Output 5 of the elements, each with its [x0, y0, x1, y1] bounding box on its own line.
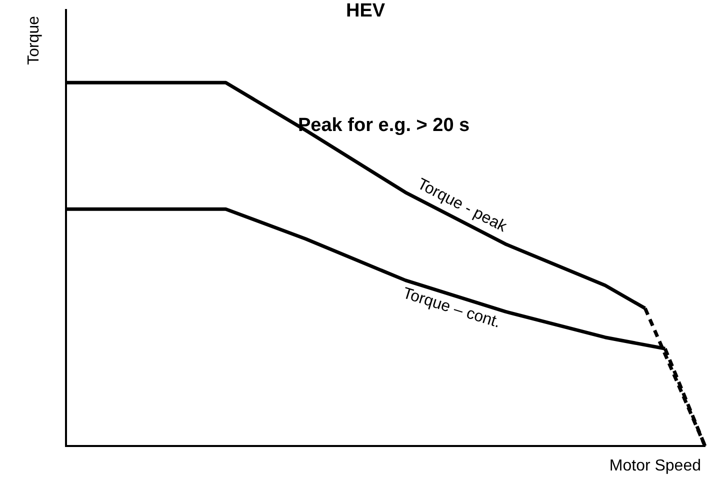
x-axis-title: Motor Speed	[609, 457, 701, 474]
text: Torque – cont.	[400, 285, 502, 332]
y-axis-title: Torque	[25, 16, 42, 65]
annotation: Peak for e.g. > 20 s	[298, 114, 470, 136]
chart-title: HEV	[346, 0, 386, 22]
